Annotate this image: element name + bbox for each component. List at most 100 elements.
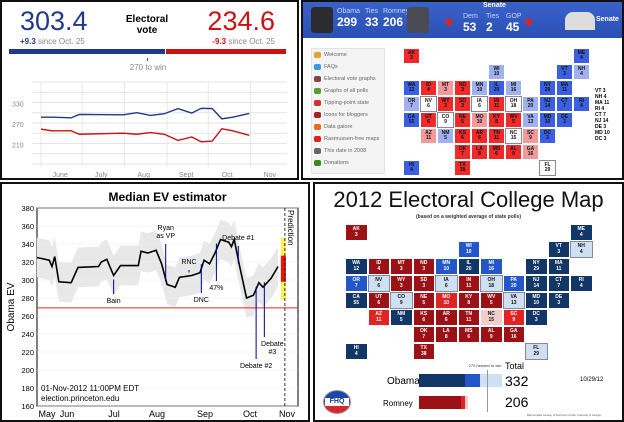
state-ct[interactable]: CT 7 — [556, 96, 573, 112]
state-tx[interactable]: TX 38 — [454, 160, 471, 176]
state-il[interactable]: IL 20 — [457, 258, 480, 275]
state-de[interactable]: DE 3 — [556, 112, 573, 128]
state-id[interactable]: ID 4 — [367, 258, 390, 275]
sidebar-item[interactable]: Rasmussen-free maps — [312, 133, 384, 145]
state-md[interactable]: MD 10 — [525, 292, 548, 309]
state-nd[interactable]: ND 3 — [454, 80, 471, 96]
state-ut[interactable]: UT 6 — [367, 292, 390, 309]
sidebar-item[interactable]: Data galore — [312, 121, 384, 133]
state-nh[interactable]: NH 4 — [570, 241, 593, 258]
state-ct[interactable]: CT 7 — [547, 275, 570, 292]
state-sd[interactable]: SD 3 — [454, 96, 471, 112]
state-fl[interactable]: FL 29 — [525, 343, 548, 360]
state-ok[interactable]: OK 7 — [454, 144, 471, 160]
state-ri[interactable]: RI 4 — [573, 96, 590, 112]
state-nv[interactable]: NV 6 — [420, 96, 437, 112]
sidebar-item[interactable]: FAQs — [312, 61, 384, 73]
state-va[interactable]: VA 13 — [522, 112, 539, 128]
state-id[interactable]: ID 4 — [420, 80, 437, 96]
state-nc[interactable]: NC 15 — [480, 309, 503, 326]
state-ok[interactable]: OK 7 — [412, 326, 435, 343]
sidebar-item[interactable]: Donations — [312, 157, 384, 169]
state-me[interactable]: ME 4 — [570, 224, 593, 241]
state-ma[interactable]: MA 11 — [556, 80, 573, 96]
state-oh[interactable]: OH 18 — [505, 96, 522, 112]
state-wi[interactable]: WI 10 — [457, 241, 480, 258]
state-wy[interactable]: WY 3 — [390, 275, 413, 292]
state-ca[interactable]: CA 55 — [403, 112, 420, 128]
state-ne[interactable]: NE 5 — [454, 112, 471, 128]
state-ny[interactable]: NY 29 — [539, 80, 556, 96]
state-mi[interactable]: MI 16 — [505, 80, 522, 96]
state-mt[interactable]: MT 3 — [390, 258, 413, 275]
state-wi[interactable]: WI 10 — [488, 64, 505, 80]
senate-link[interactable]: Senate — [596, 16, 619, 23]
state-in[interactable]: IN 11 — [457, 275, 480, 292]
sidebar-item[interactable]: Icons for bloggers — [312, 109, 384, 121]
state-co[interactable]: CO 9 — [390, 292, 413, 309]
state-il[interactable]: IL 20 — [488, 80, 505, 96]
sidebar-item[interactable]: Electoral vote graphs — [312, 73, 384, 85]
state-sd[interactable]: SD 3 — [412, 275, 435, 292]
state-az[interactable]: AZ 11 — [367, 309, 390, 326]
state-nc[interactable]: NC 15 — [505, 128, 522, 144]
state-ny[interactable]: NY 29 — [525, 258, 548, 275]
state-ky[interactable]: KY 8 — [488, 112, 505, 128]
state-fl[interactable]: FL 29 — [539, 160, 556, 176]
state-nj[interactable]: NJ 14 — [525, 275, 548, 292]
state-ut[interactable]: UT 6 — [420, 112, 437, 128]
state-wa[interactable]: WA 12 — [403, 80, 420, 96]
state-mn[interactable]: MN 10 — [435, 258, 458, 275]
state-ia[interactable]: IA 6 — [435, 275, 458, 292]
state-sc[interactable]: SC 9 — [522, 128, 539, 144]
state-ri[interactable]: RI 4 — [570, 275, 593, 292]
state-oh[interactable]: OH 18 — [480, 275, 503, 292]
state-dc[interactable]: DC 3 — [539, 128, 556, 144]
state-wv[interactable]: WV 5 — [505, 112, 522, 128]
state-al[interactable]: AL 9 — [480, 326, 503, 343]
state-al[interactable]: AL 9 — [505, 144, 522, 160]
state-mn[interactable]: MN 10 — [471, 80, 488, 96]
state-ga[interactable]: GA 16 — [502, 326, 525, 343]
state-co[interactable]: CO 9 — [437, 112, 454, 128]
state-ks[interactable]: KS 6 — [454, 128, 471, 144]
state-sc[interactable]: SC 9 — [502, 309, 525, 326]
state-nh[interactable]: NH 4 — [573, 64, 590, 80]
state-va[interactable]: VA 13 — [502, 292, 525, 309]
state-de[interactable]: DE 3 — [547, 292, 570, 309]
state-md[interactable]: MD 10 — [539, 112, 556, 128]
state-ga[interactable]: GA 16 — [522, 144, 539, 160]
state-wv[interactable]: WV 5 — [480, 292, 503, 309]
sidebar-item[interactable]: This date in 2008 — [312, 145, 384, 157]
state-nv[interactable]: NV 6 — [367, 275, 390, 292]
state-wa[interactable]: WA 12 — [345, 258, 368, 275]
state-ia[interactable]: IA 6 — [471, 96, 488, 112]
state-hi[interactable]: HI 4 — [403, 160, 420, 176]
sidebar-item[interactable]: Welcome — [312, 49, 384, 61]
state-la[interactable]: LA 8 — [435, 326, 458, 343]
sidebar-item[interactable]: Tipping-point state — [312, 97, 384, 109]
state-mo[interactable]: MO 10 — [435, 292, 458, 309]
state-pa[interactable]: PA 20 — [502, 275, 525, 292]
state-nm[interactable]: NM 5 — [390, 309, 413, 326]
state-mi[interactable]: MI 16 — [480, 258, 503, 275]
state-ky[interactable]: KY 8 — [457, 292, 480, 309]
state-az[interactable]: AZ 11 — [420, 128, 437, 144]
state-vt[interactable]: VT 3 — [556, 64, 573, 80]
state-tn[interactable]: TN 11 — [457, 309, 480, 326]
state-or[interactable]: OR 7 — [403, 96, 420, 112]
state-nd[interactable]: ND 3 — [412, 258, 435, 275]
state-nj[interactable]: NJ 14 — [539, 96, 556, 112]
state-ks[interactable]: KS 6 — [412, 309, 435, 326]
state-ms[interactable]: MS 6 — [457, 326, 480, 343]
state-ca[interactable]: CA 55 — [345, 292, 368, 309]
state-ar[interactable]: AR 6 — [471, 128, 488, 144]
state-nm[interactable]: NM 5 — [437, 128, 454, 144]
state-in[interactable]: IN 11 — [488, 96, 505, 112]
state-wy[interactable]: WY 3 — [437, 96, 454, 112]
state-tx[interactable]: TX 38 — [412, 343, 435, 360]
state-ms[interactable]: MS 6 — [488, 144, 505, 160]
state-ak[interactable]: AK 3 — [345, 224, 368, 241]
state-hi[interactable]: HI 4 — [345, 343, 368, 360]
state-la[interactable]: LA 8 — [471, 144, 488, 160]
